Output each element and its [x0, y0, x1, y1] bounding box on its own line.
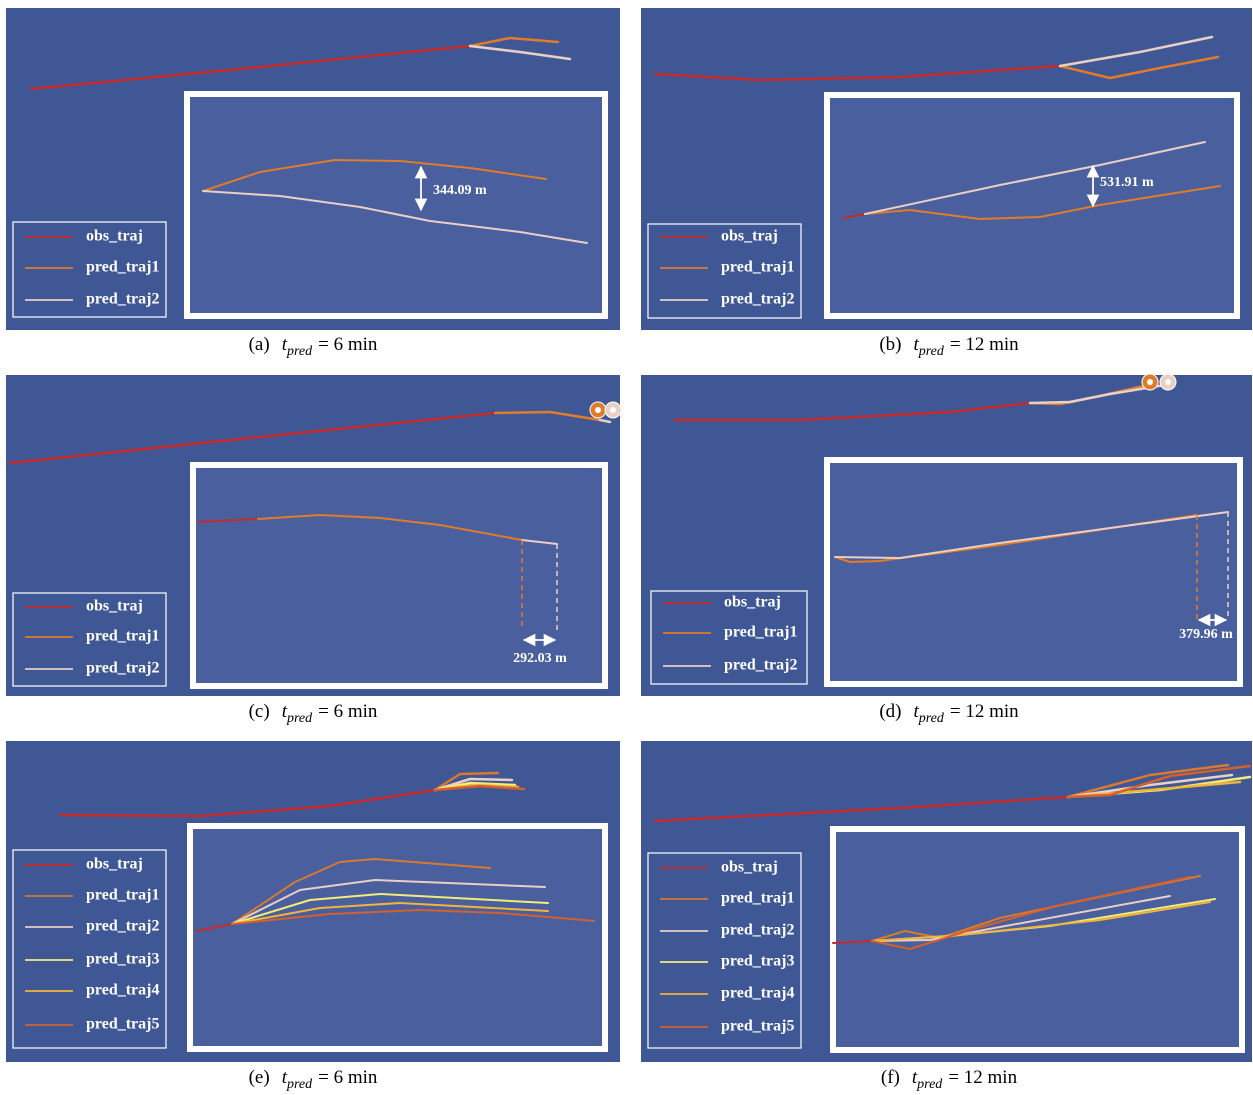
legend-label: pred_traj3: [86, 951, 159, 968]
legend-label: pred_traj3: [721, 953, 794, 970]
legend-label: pred_traj5: [721, 1018, 794, 1035]
legend-label: pred_traj1: [86, 887, 159, 904]
legend-label: obs_traj: [721, 228, 778, 245]
distance-label: 531.91 m: [1100, 175, 1154, 190]
caption-label: (e): [249, 1067, 270, 1088]
caption: (f)tpred= 12 min: [881, 1067, 1018, 1092]
caption-rest: = 12 min: [950, 701, 1019, 722]
caption-label: (f): [881, 1067, 900, 1088]
legend-label: pred_traj2: [724, 657, 797, 674]
legend-label: pred_traj2: [86, 660, 159, 677]
panel: 292.03 m obs_traj pred_traj1 pred_traj2: [6, 375, 621, 696]
end-marker-dot: [595, 407, 601, 413]
caption: (b)tpred= 12 min: [879, 334, 1019, 359]
legend-label: pred_traj1: [721, 890, 794, 907]
legend-label: pred_traj1: [86, 628, 159, 645]
caption: (e)tpred= 6 min: [249, 1067, 378, 1092]
legend-label: pred_traj2: [86, 291, 159, 308]
caption-sub: pred: [286, 1077, 313, 1092]
panel: obs_traj pred_traj1 pred_traj2 pred_traj3pr…: [6, 741, 620, 1062]
panel: 344.09 m obs_traj pred_traj1 pred_traj2: [6, 8, 620, 330]
caption: (d)tpred= 12 min: [879, 701, 1019, 726]
caption-sub: pred: [918, 711, 945, 726]
panel: 379.96 m obs_traj pred_traj1 pred_traj2: [641, 374, 1252, 696]
legend-label: pred_traj4: [721, 985, 794, 1002]
figure: 344.09 mobs_trajpred_traj1pred_traj2(a)t…: [0, 0, 1253, 1095]
legend-label: pred_traj1: [724, 624, 797, 641]
end-marker-dot: [1165, 379, 1171, 385]
caption-rest: = 6 min: [318, 701, 378, 722]
caption-rest: = 12 min: [950, 334, 1019, 355]
caption-label: (b): [879, 334, 901, 355]
legend-label: obs_traj: [724, 594, 781, 611]
caption-label: (d): [879, 701, 901, 722]
distance-label: 379.96 m: [1179, 627, 1233, 642]
legend-label: obs_traj: [86, 856, 143, 873]
zoom-inset: [827, 460, 1240, 684]
caption-sub: pred: [286, 711, 313, 726]
caption-label: (a): [249, 334, 270, 355]
caption-sub: pred: [916, 1077, 943, 1092]
legend-label: obs_traj: [721, 859, 778, 876]
caption: (c)tpred= 6 min: [249, 701, 378, 726]
zoom-inset: [827, 95, 1237, 316]
zoom-inset: [187, 94, 605, 316]
end-marker-dot: [1147, 379, 1153, 385]
end-marker-dot: [610, 407, 616, 413]
caption-sub: pred: [286, 344, 313, 359]
distance-label: 344.09 m: [433, 183, 487, 198]
panel: 531.91 m obs_traj pred_traj1 pred_traj2: [641, 8, 1252, 330]
caption-rest: = 12 min: [948, 1067, 1017, 1088]
distance-label: 292.03 m: [513, 651, 567, 666]
legend-label: pred_traj2: [86, 918, 159, 935]
caption: (a)tpred= 6 min: [249, 334, 378, 359]
legend-label: pred_traj1: [721, 259, 794, 276]
legend-label: pred_traj2: [721, 922, 794, 939]
legend-label: pred_traj4: [86, 982, 159, 999]
legend-label: pred_traj5: [86, 1016, 159, 1033]
legend-label: obs_traj: [86, 598, 143, 615]
caption-rest: = 6 min: [318, 334, 378, 355]
legend-label: obs_traj: [86, 228, 143, 245]
zoom-inset: [190, 826, 605, 1049]
caption-label: (c): [249, 701, 270, 722]
panel: obs_traj pred_traj1 pred_traj2 pred_traj3pr…: [641, 741, 1252, 1062]
legend-label: pred_traj1: [86, 259, 159, 276]
caption-sub: pred: [918, 344, 945, 359]
legend-label: pred_traj2: [721, 291, 794, 308]
caption-rest: = 6 min: [318, 1067, 378, 1088]
